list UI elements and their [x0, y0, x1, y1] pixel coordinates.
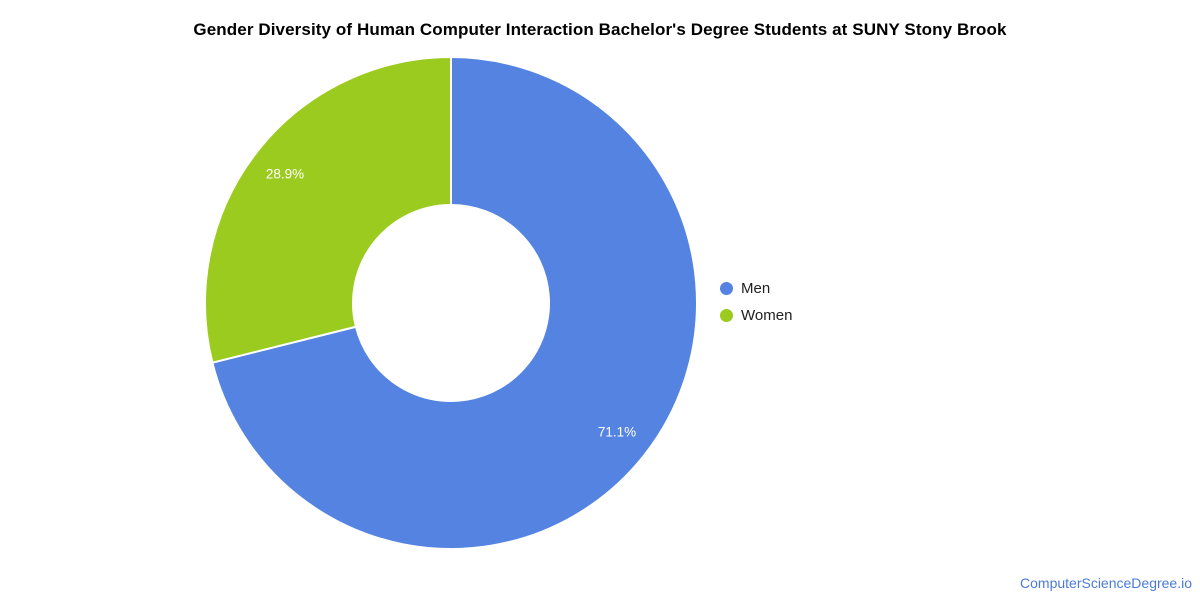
legend-label-men: Men [741, 280, 771, 297]
legend-swatch-men-icon [720, 282, 733, 295]
legend-item-men: Men [720, 280, 792, 297]
pie-slice-men[interactable] [211, 55, 698, 550]
chart-legend: Men Women [720, 280, 792, 324]
watermark-link[interactable]: ComputerScienceDegree.io [1020, 575, 1192, 591]
legend-swatch-women-icon [720, 309, 733, 322]
legend-item-women: Women [720, 307, 792, 324]
chart-title: Gender Diversity of Human Computer Inter… [193, 20, 1007, 39]
pie-slice-women[interactable] [204, 55, 452, 364]
legend-label-women: Women [741, 307, 793, 324]
